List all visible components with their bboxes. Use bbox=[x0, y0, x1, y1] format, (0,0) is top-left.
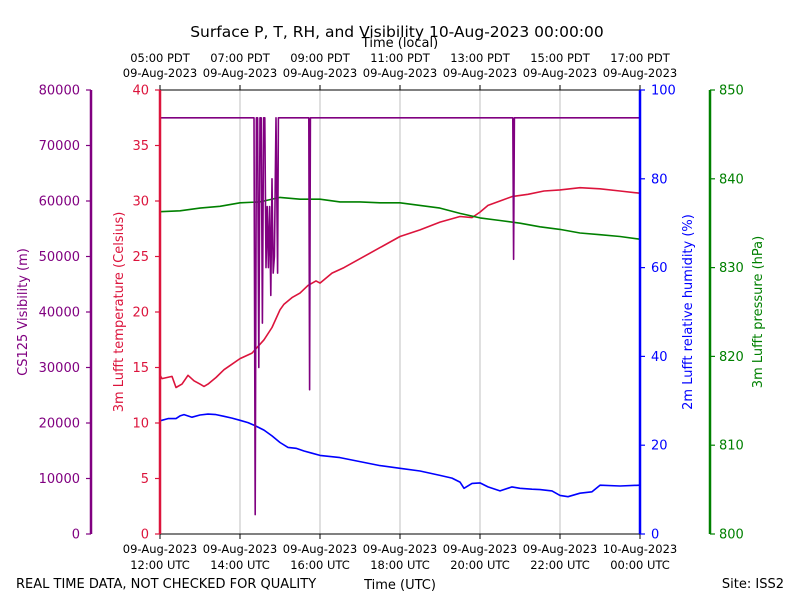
x-tick-label-local-date-2: 09-Aug-2023 bbox=[283, 66, 357, 80]
y-tick-label-visibility-7: 70000 bbox=[39, 139, 80, 154]
x-tick-label-utc-date-6: 10-Aug-2023 bbox=[603, 542, 677, 556]
y-tick-label-visibility-0: 0 bbox=[72, 528, 80, 543]
x-tick-label-local-time-0: 05:00 PDT bbox=[130, 51, 191, 65]
y-tick-label-humidity-4: 80 bbox=[651, 172, 668, 187]
x-tick-label-local-time-3: 11:00 PDT bbox=[370, 51, 431, 65]
series-group bbox=[159, 117, 641, 534]
footer-site: Site: ISS2 bbox=[722, 577, 784, 592]
x-tick-label-local-time-5: 15:00 PDT bbox=[530, 51, 591, 65]
x-tick-label-utc-time-1: 14:00 UTC bbox=[210, 558, 270, 572]
y-tick-label-visibility-3: 30000 bbox=[39, 361, 80, 376]
x-tick-label-local-date-6: 09-Aug-2023 bbox=[603, 66, 677, 80]
y-axis-label-humidity: 2m Lufft relative humidity (%) bbox=[681, 214, 696, 410]
chart-title: Surface P, T, RH, and Visibility 10-Aug-… bbox=[190, 23, 604, 41]
y-tick-label-humidity-1: 20 bbox=[651, 439, 668, 454]
x-tick-label-utc-date-0: 09-Aug-2023 bbox=[123, 542, 197, 556]
y-tick-label-visibility-2: 20000 bbox=[39, 417, 80, 432]
y-tick-label-pressure-0: 800 bbox=[719, 528, 744, 543]
x-tick-label-utc-time-0: 12:00 UTC bbox=[130, 558, 190, 572]
x-tick-label-local-date-4: 09-Aug-2023 bbox=[443, 66, 517, 80]
x-tick-label-local-date-0: 09-Aug-2023 bbox=[123, 66, 197, 80]
y-tick-label-temperature-6: 30 bbox=[132, 195, 149, 210]
y-axis-label-temperature: 3m Lufft temperature (Celsius) bbox=[112, 212, 127, 413]
y-tick-label-temperature-1: 5 bbox=[141, 472, 149, 487]
series-line-pressure bbox=[159, 196, 641, 240]
x-tick-label-local-date-1: 09-Aug-2023 bbox=[203, 66, 277, 80]
x-tick-label-local-time-1: 07:00 PDT bbox=[210, 51, 271, 65]
y-axis-label-pressure: 3m Lufft pressure (hPa) bbox=[751, 236, 766, 388]
y-tick-label-temperature-2: 10 bbox=[132, 417, 149, 432]
x-tick-label-utc-date-1: 09-Aug-2023 bbox=[203, 542, 277, 556]
y-tick-label-visibility-1: 10000 bbox=[39, 472, 80, 487]
y-tick-label-humidity-3: 60 bbox=[651, 261, 668, 276]
y-tick-label-pressure-5: 850 bbox=[719, 84, 744, 99]
x-tick-label-local-time-6: 17:00 PDT bbox=[610, 51, 671, 65]
x-tick-label-local-date-3: 09-Aug-2023 bbox=[363, 66, 437, 80]
x-tick-label-utc-time-4: 20:00 UTC bbox=[450, 558, 510, 572]
y-tick-label-visibility-8: 80000 bbox=[39, 84, 80, 99]
series-line-visibility bbox=[159, 117, 640, 534]
y-tick-label-visibility-4: 40000 bbox=[39, 306, 80, 321]
x-tick-label-utc-time-2: 16:00 UTC bbox=[290, 558, 350, 572]
y-tick-label-pressure-3: 830 bbox=[719, 261, 744, 276]
x-tick-label-local-time-4: 13:00 PDT bbox=[450, 51, 511, 65]
y-tick-label-pressure-4: 840 bbox=[719, 172, 744, 187]
y-tick-label-visibility-5: 50000 bbox=[39, 250, 80, 265]
x-tick-label-utc-date-5: 09-Aug-2023 bbox=[523, 542, 597, 556]
series-line-temperature bbox=[159, 186, 641, 389]
x-tick-label-utc-time-3: 18:00 UTC bbox=[370, 558, 430, 572]
x-tick-label-utc-date-4: 09-Aug-2023 bbox=[443, 542, 517, 556]
y-tick-label-temperature-7: 35 bbox=[132, 139, 149, 154]
series-line-humidity bbox=[159, 413, 641, 498]
y-tick-label-humidity-5: 100 bbox=[651, 84, 676, 99]
x-tick-label-utc-time-6: 00:00 UTC bbox=[610, 558, 670, 572]
y-tick-label-visibility-6: 60000 bbox=[39, 195, 80, 210]
y-tick-label-temperature-0: 0 bbox=[141, 528, 149, 543]
x-tick-label-utc-time-5: 22:00 UTC bbox=[530, 558, 590, 572]
y-tick-label-humidity-2: 40 bbox=[651, 350, 668, 365]
y-tick-label-pressure-1: 810 bbox=[719, 439, 744, 454]
footer-quality-note: REAL TIME DATA, NOT CHECKED FOR QUALITY bbox=[16, 577, 316, 592]
y-tick-label-temperature-8: 40 bbox=[132, 84, 149, 99]
y-tick-label-humidity-0: 0 bbox=[651, 528, 659, 543]
x-tick-label-local-date-5: 09-Aug-2023 bbox=[523, 66, 597, 80]
y-tick-label-temperature-3: 15 bbox=[132, 361, 149, 376]
axes-group: 09-Aug-2023 12:00 UTC 09-Aug-2023 14:00 UTC… bbox=[16, 51, 766, 572]
y-tick-label-temperature-4: 20 bbox=[132, 306, 149, 321]
y-tick-label-pressure-2: 820 bbox=[719, 350, 744, 365]
top-axis-label: Time (local) bbox=[361, 36, 438, 51]
x-axis-label: Time (UTC) bbox=[363, 578, 436, 593]
x-tick-label-local-time-2: 09:00 PDT bbox=[290, 51, 351, 65]
grid bbox=[239, 90, 561, 534]
y-tick-label-temperature-5: 25 bbox=[132, 250, 149, 265]
x-tick-label-utc-date-3: 09-Aug-2023 bbox=[363, 542, 437, 556]
x-tick-label-utc-date-2: 09-Aug-2023 bbox=[283, 542, 357, 556]
y-axis-label-visibility: CS125 Visibility (m) bbox=[16, 248, 31, 376]
